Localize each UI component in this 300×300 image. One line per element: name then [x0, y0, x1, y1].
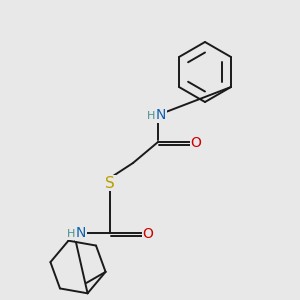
- Text: N: N: [156, 108, 166, 122]
- Text: O: O: [190, 136, 201, 150]
- Text: H: H: [67, 229, 75, 239]
- Text: H: H: [147, 111, 155, 121]
- Text: S: S: [105, 176, 115, 190]
- Text: O: O: [142, 227, 153, 241]
- Text: N: N: [76, 226, 86, 240]
